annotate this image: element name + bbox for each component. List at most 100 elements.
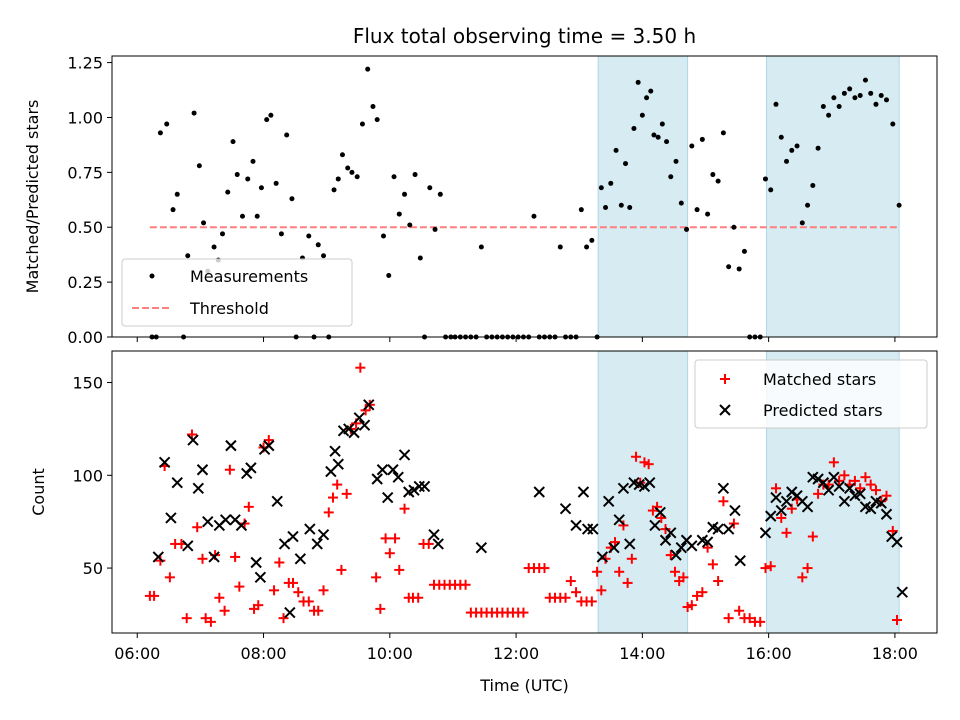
measurement-point bbox=[359, 121, 365, 127]
x-stroke-b bbox=[891, 536, 903, 548]
predicted-star-point bbox=[311, 538, 323, 550]
highlight-span bbox=[597, 350, 689, 634]
x-stroke-b bbox=[617, 482, 630, 494]
measurement-point bbox=[412, 172, 418, 178]
measurement-point bbox=[345, 165, 351, 171]
measurement-point bbox=[386, 273, 392, 279]
bottom-y-ticks: 50 100 150 bbox=[72, 374, 112, 578]
matched-star-point bbox=[230, 551, 241, 562]
measurement-point bbox=[335, 176, 341, 182]
predicted-star-point bbox=[358, 419, 371, 431]
matched-star-point bbox=[686, 600, 697, 611]
x-stroke-b bbox=[408, 484, 420, 496]
x-stroke-b bbox=[686, 540, 698, 552]
matched-star-point bbox=[669, 566, 680, 577]
measurement-point bbox=[618, 202, 624, 208]
y-tick-label: 150 bbox=[72, 374, 103, 393]
matched-star-point bbox=[565, 576, 576, 587]
x-stroke-b bbox=[638, 480, 651, 493]
measurement-point bbox=[768, 187, 774, 193]
measurement-point bbox=[815, 145, 821, 151]
measurement-point bbox=[805, 202, 811, 208]
predicted-star-point bbox=[294, 553, 307, 565]
measurement-point bbox=[584, 244, 590, 250]
measurement-point bbox=[374, 117, 380, 123]
predicted-star-point bbox=[271, 495, 283, 507]
matched-star-point bbox=[839, 470, 850, 481]
predicted-star-point bbox=[891, 536, 903, 548]
measurement-point bbox=[644, 95, 650, 101]
x-stroke-b bbox=[192, 482, 204, 494]
matched-star-point bbox=[318, 585, 329, 596]
x-stroke-b bbox=[608, 541, 620, 554]
measurement-point bbox=[878, 93, 884, 99]
measurement-point bbox=[896, 202, 902, 208]
measurement-point bbox=[258, 185, 264, 191]
measurement-point bbox=[784, 158, 790, 164]
predicted-star-point bbox=[171, 477, 183, 489]
matched-star-point bbox=[371, 572, 382, 583]
predicted-star-point bbox=[596, 551, 609, 563]
measurement-point bbox=[191, 110, 197, 116]
measurement-point bbox=[603, 204, 609, 210]
measurement-point bbox=[731, 224, 737, 230]
predicted-star-point bbox=[371, 473, 383, 485]
matched-star-point bbox=[336, 564, 347, 575]
predicted-star-point bbox=[838, 495, 851, 507]
x-stroke-b bbox=[229, 514, 241, 526]
measurement-point bbox=[219, 231, 225, 237]
x-stroke-b bbox=[801, 501, 814, 513]
matched-star-point bbox=[355, 362, 366, 373]
measurement-point bbox=[868, 90, 874, 96]
measurement-point bbox=[736, 266, 742, 272]
predicted-star-point bbox=[659, 534, 672, 546]
measurement-point bbox=[578, 207, 584, 213]
measurement-point bbox=[655, 134, 661, 140]
x-stroke-b bbox=[263, 439, 275, 452]
x-stroke-b bbox=[353, 412, 365, 424]
matched-star-point bbox=[149, 590, 160, 601]
matched-star-point bbox=[384, 548, 395, 559]
top-x-ticks bbox=[136, 337, 896, 342]
matched-star-point bbox=[224, 464, 235, 475]
matched-star-point bbox=[155, 555, 166, 566]
measurement-point bbox=[831, 95, 837, 101]
x-stroke-b bbox=[812, 473, 824, 485]
measurement-point bbox=[174, 191, 180, 197]
x-stroke-b bbox=[250, 556, 262, 569]
x-stroke-b bbox=[376, 464, 389, 476]
measurement-point bbox=[170, 207, 176, 213]
predicted-star-point bbox=[649, 519, 661, 532]
y-tick-label: 0.25 bbox=[67, 273, 103, 292]
measurement-point bbox=[627, 204, 633, 210]
legend-predicted-marker bbox=[719, 404, 731, 416]
x-stroke-b bbox=[332, 458, 344, 470]
matched-star-point bbox=[713, 576, 724, 587]
x-stroke-b bbox=[152, 551, 165, 563]
predicted-star-point bbox=[363, 399, 375, 411]
x-stroke-b bbox=[680, 534, 693, 546]
x-stroke-b bbox=[219, 514, 232, 526]
predicted-star-point bbox=[245, 462, 257, 474]
measurement-point bbox=[370, 103, 376, 109]
predicted-star-point bbox=[843, 482, 856, 494]
x-stroke-b bbox=[722, 523, 735, 535]
x-stroke-b bbox=[843, 482, 856, 494]
matched-star-point bbox=[164, 572, 175, 583]
predicted-star-point bbox=[418, 480, 431, 493]
measurement-point bbox=[531, 213, 537, 219]
predicted-star-point bbox=[165, 512, 177, 524]
matched-star-point bbox=[692, 590, 703, 601]
matched-star-point bbox=[327, 492, 338, 503]
measurement-point bbox=[847, 86, 853, 92]
measurement-point bbox=[245, 176, 251, 182]
matched-star-point bbox=[834, 475, 845, 486]
x-stroke-b bbox=[817, 477, 830, 489]
matched-star-point bbox=[781, 527, 792, 538]
x-stroke-b bbox=[358, 419, 371, 431]
measurement-point bbox=[613, 147, 619, 153]
x-tick-label: 18:00 bbox=[872, 644, 918, 663]
matched-star-point bbox=[197, 553, 208, 564]
measurement-point bbox=[678, 200, 684, 206]
x-stroke-b bbox=[864, 502, 877, 515]
